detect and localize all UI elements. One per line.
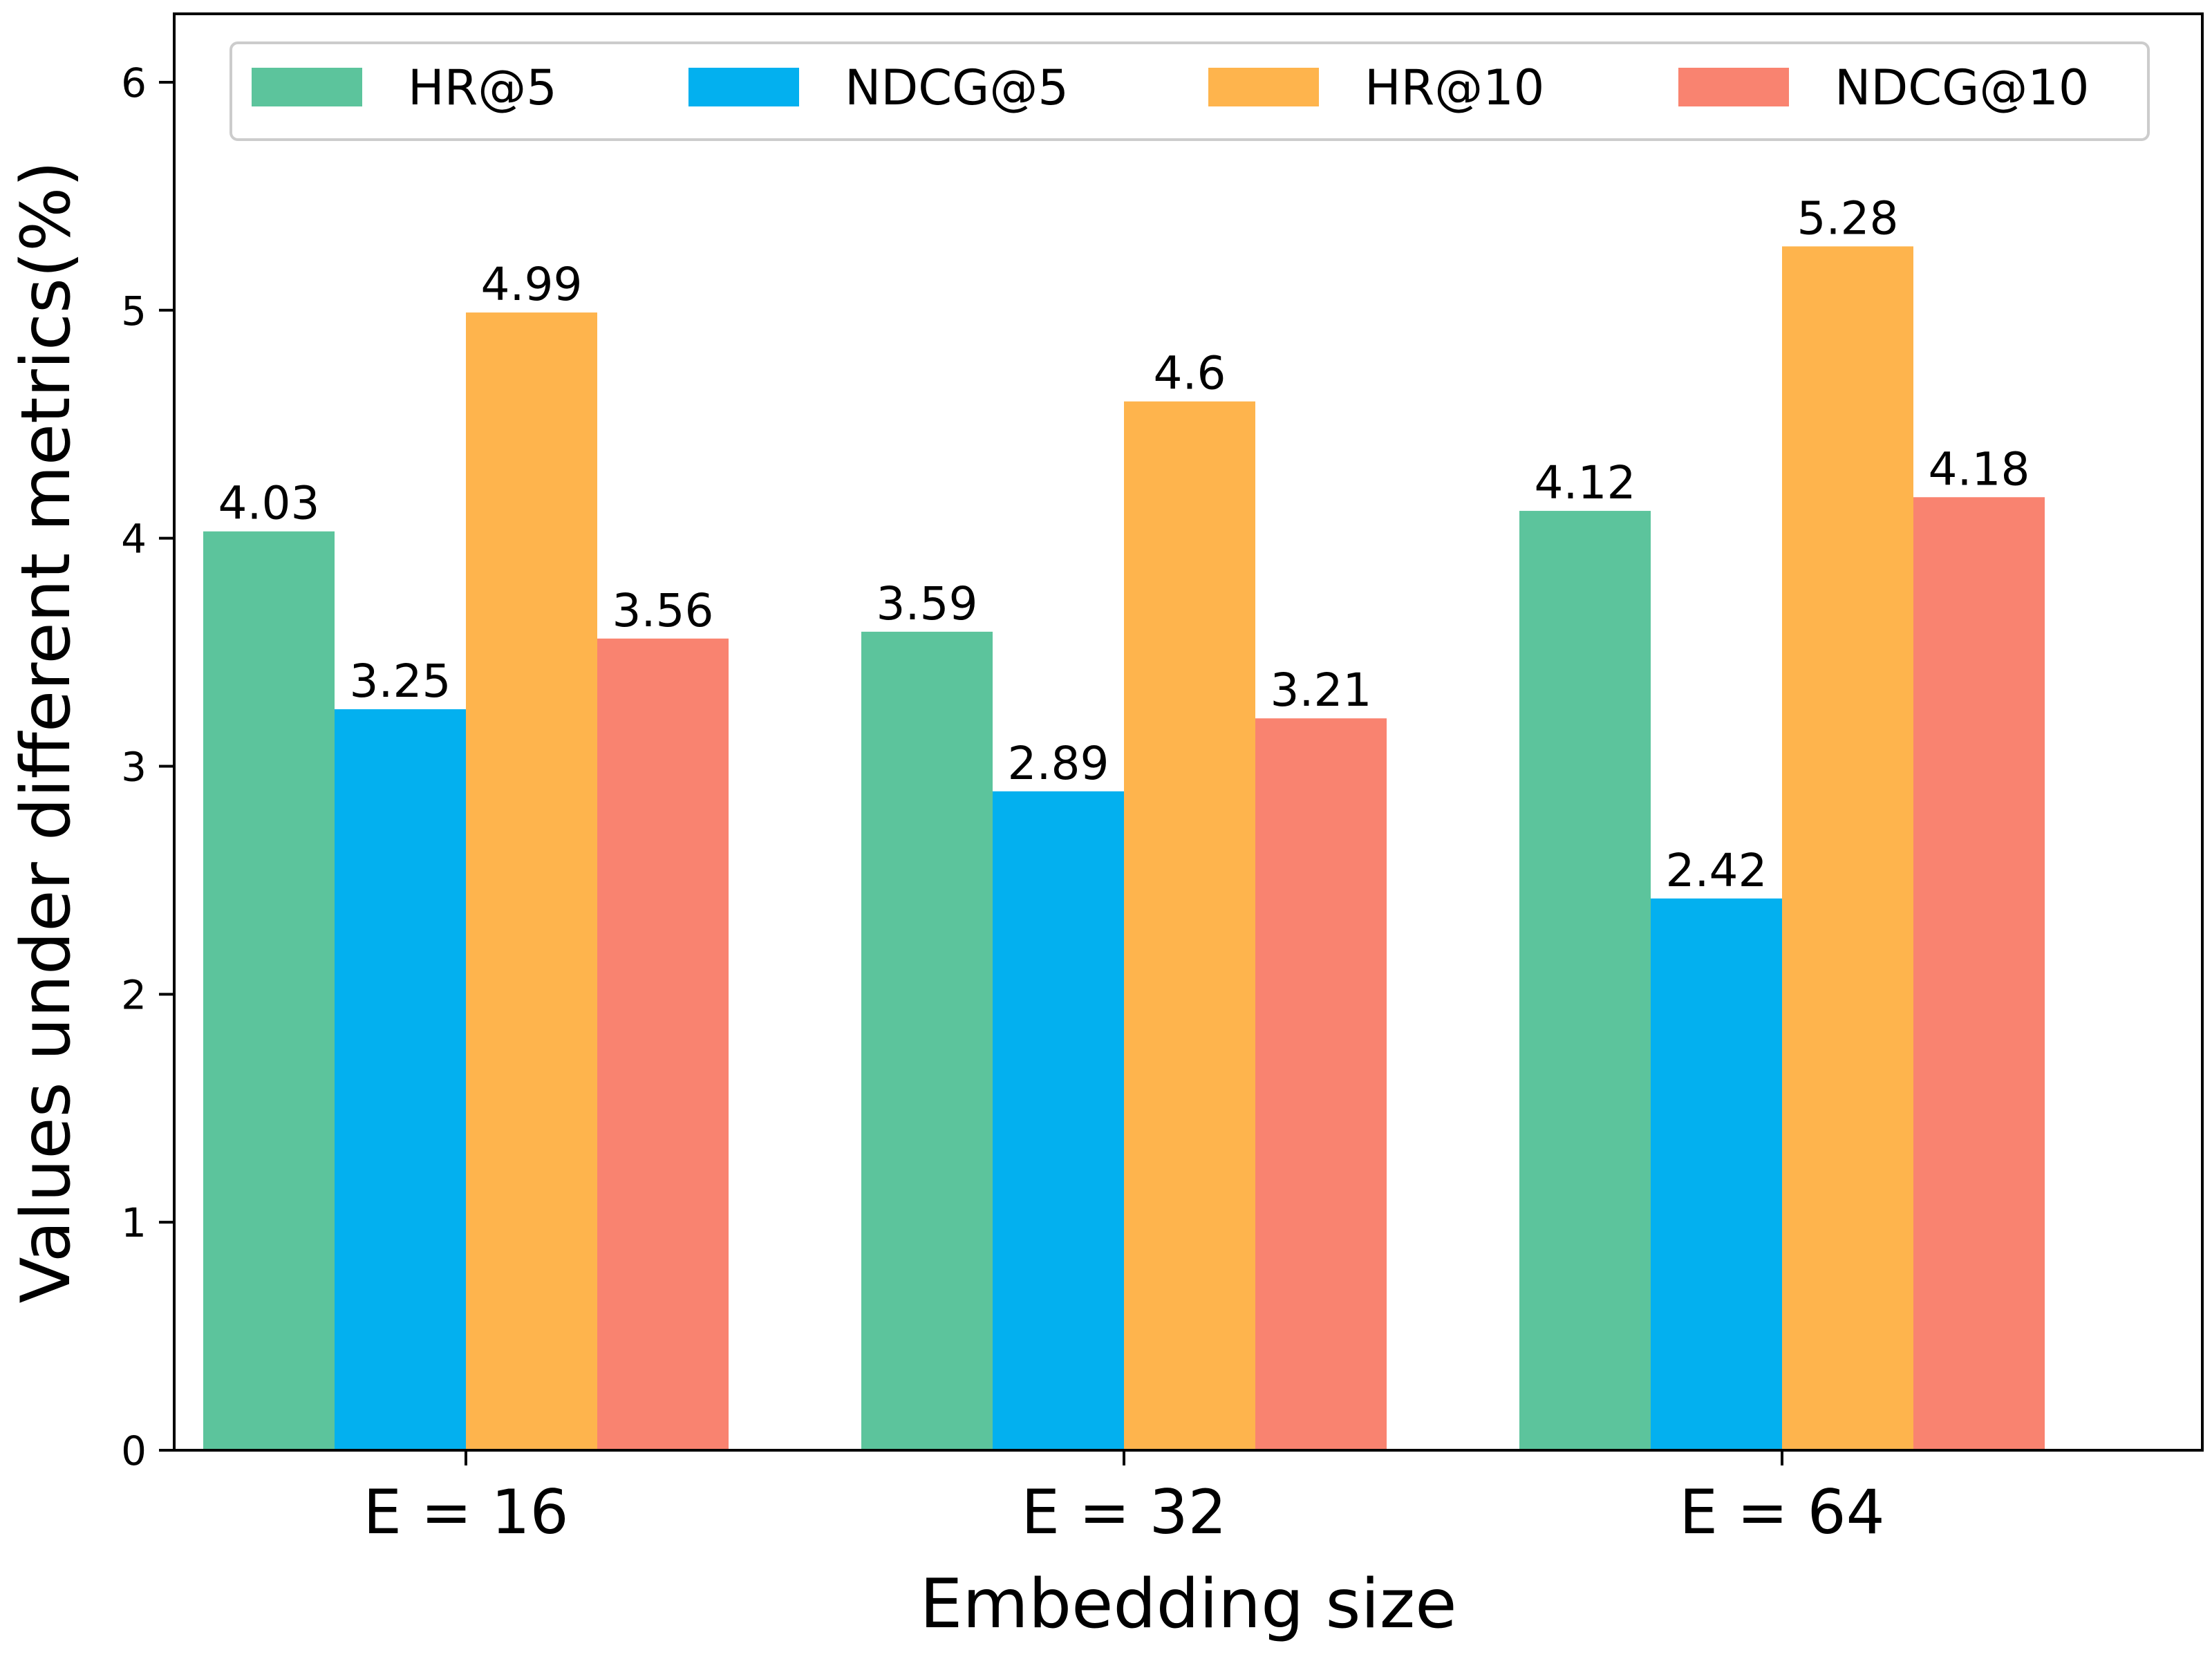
y-tick-label: 5: [121, 288, 147, 335]
y-axis: 0 1 2 3 4 5 6: [121, 59, 174, 1474]
bar-labels-group: 4.03 3.59 4.12 3.25 2.89 2.42 4.99 4.6 5.28 3.56 3…: [218, 191, 2030, 897]
legend-swatch: [1208, 68, 1319, 106]
legend: HR@5 NDCG@5 HR@10 NDCG@10: [229, 41, 2150, 141]
bar-value-label: 3.21: [1271, 664, 1372, 717]
bar-value-label: 3.56: [612, 584, 714, 637]
bar: [597, 638, 729, 1450]
y-tick-label: 1: [121, 1199, 147, 1246]
bar-value-label: 5.28: [1797, 191, 1899, 245]
legend-label: NDCG@10: [1835, 59, 2089, 116]
bar: [1255, 718, 1387, 1450]
bar: [1651, 898, 1782, 1450]
plot-frame: [173, 12, 2204, 1452]
bar: [1913, 497, 2045, 1451]
bar: [1782, 246, 1913, 1450]
legend-label: HR@5: [408, 59, 557, 116]
bar: [1519, 511, 1651, 1450]
bar-value-label: 4.6: [1154, 347, 1226, 400]
bar: [993, 791, 1124, 1450]
bar: [861, 631, 993, 1450]
legend-swatch: [252, 68, 362, 106]
bar: [466, 312, 597, 1451]
bar: [335, 709, 466, 1450]
x-tick-label: E = 32: [1021, 1477, 1226, 1548]
y-tick-label: 3: [121, 743, 147, 790]
bar: [203, 531, 335, 1450]
x-axis-title: Embedding size: [919, 1565, 1456, 1644]
legend-box: [229, 41, 2150, 141]
legend-swatch: [1678, 68, 1789, 106]
x-axis: E = 16 E = 32 E = 64: [363, 1450, 1885, 1548]
y-tick-label: 6: [121, 59, 147, 106]
legend-label: NDCG@5: [845, 59, 1069, 116]
legend-label: HR@10: [1365, 59, 1544, 116]
bar: [1124, 401, 1255, 1450]
x-tick-label: E = 16: [363, 1477, 568, 1548]
bar-value-label: 4.18: [1929, 442, 2030, 496]
bar-value-label: 3.59: [877, 577, 978, 630]
bar-value-label: 2.89: [1008, 737, 1109, 790]
bar-value-label: 2.42: [1666, 844, 1768, 897]
y-tick-label: 4: [121, 516, 147, 563]
x-tick-label: E = 64: [1679, 1477, 1884, 1548]
bars-group: [203, 246, 2045, 1451]
legend-swatch: [688, 68, 799, 106]
y-tick-label: 2: [121, 971, 147, 1018]
y-tick-label: 0: [121, 1427, 147, 1474]
bar-value-label: 3.25: [350, 655, 451, 708]
bar-value-label: 4.03: [218, 477, 320, 530]
bar-value-label: 4.99: [481, 258, 583, 311]
y-axis-title: Values under different metrics(%): [7, 160, 86, 1303]
bar-value-label: 4.12: [1535, 456, 1636, 509]
